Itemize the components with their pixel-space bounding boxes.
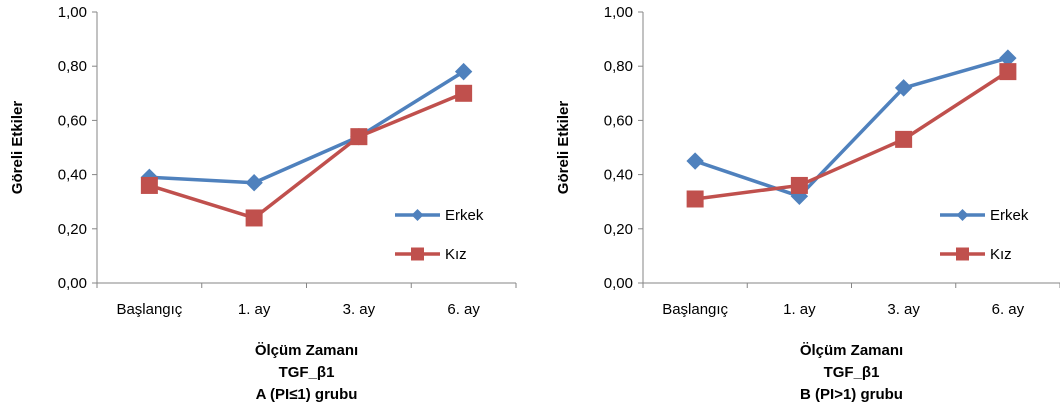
x-tick-label: Başlangıç	[662, 301, 728, 318]
x-axis-title-line: Ölçüm Zamanı	[255, 342, 358, 359]
x-axis-title-line: B (PI>1) grubu	[800, 386, 903, 403]
y-axis-title: Göreli Etkiler	[555, 101, 572, 195]
legend-marker-square	[956, 247, 969, 261]
data-point-square	[140, 176, 158, 194]
legend-marker-square	[411, 247, 424, 261]
x-axis-title-line: TGF_β1	[824, 364, 880, 381]
y-tick-label: 0,80	[604, 58, 633, 75]
series-line-kız	[148, 91, 465, 220]
y-tick-label: 0,80	[58, 58, 87, 75]
data-point-square	[686, 190, 704, 208]
x-tick-label: 1. ay	[783, 301, 816, 318]
y-axis-title: Göreli Etkiler	[9, 101, 26, 195]
x-axis-title-line: Ölçüm Zamanı	[800, 342, 903, 359]
data-point-diamond	[454, 62, 473, 81]
data-point-diamond	[686, 152, 704, 170]
chart-2: 0,00 0,20 0,40 0,60 0,80 1,00 Başlangıç 1. ay 3.…	[555, 4, 1060, 403]
y-tick-label: 0,00	[604, 275, 633, 292]
y-tick-label: 0,60	[604, 112, 633, 129]
data-point-diamond	[894, 79, 913, 97]
y-tick-label: 1,00	[604, 4, 633, 21]
y-tick-label: 0,40	[604, 167, 633, 184]
series-line-erkek	[694, 56, 1009, 199]
series-line-kız	[694, 70, 1009, 201]
legend-label: Erkek	[990, 207, 1029, 224]
data-point-square	[245, 209, 263, 227]
legend-label: Kız	[990, 246, 1012, 263]
x-axis-title-line: A (PI≤1) grubu	[256, 386, 358, 403]
y-tick-label: 0,20	[604, 221, 633, 238]
x-tick-label: 6. ay	[992, 301, 1025, 318]
x-tick-label: 3. ay	[343, 301, 376, 318]
data-point-square	[999, 63, 1017, 81]
y-tick-label: 0,00	[58, 275, 87, 292]
data-point-square	[790, 176, 808, 194]
legend-marker-diamond	[411, 209, 424, 221]
data-point-square	[350, 128, 368, 146]
chart-1: 0,00 0,20 0,40 0,60 0,80 1,00 Başlangıç 1. ay 3.…	[9, 4, 517, 403]
y-tick-label: 0,20	[58, 221, 87, 238]
x-tick-label: Başlangıç	[116, 301, 182, 318]
x-tick-label: 1. ay	[238, 301, 271, 318]
data-point-square	[455, 84, 473, 102]
data-point-square	[895, 130, 913, 148]
legend-marker-diamond	[956, 209, 969, 221]
x-tick-label: 6. ay	[447, 301, 480, 318]
legend-label: Kız	[445, 246, 467, 263]
x-tick-label: 3. ay	[887, 301, 920, 318]
y-tick-label: 0,40	[58, 167, 87, 184]
x-axis-title-line: TGF_β1	[279, 364, 335, 381]
y-tick-label: 0,60	[58, 112, 87, 129]
data-point-diamond	[245, 174, 263, 192]
legend-label: Erkek	[445, 207, 484, 224]
series-line-erkek	[149, 70, 465, 185]
y-tick-label: 1,00	[58, 4, 87, 21]
